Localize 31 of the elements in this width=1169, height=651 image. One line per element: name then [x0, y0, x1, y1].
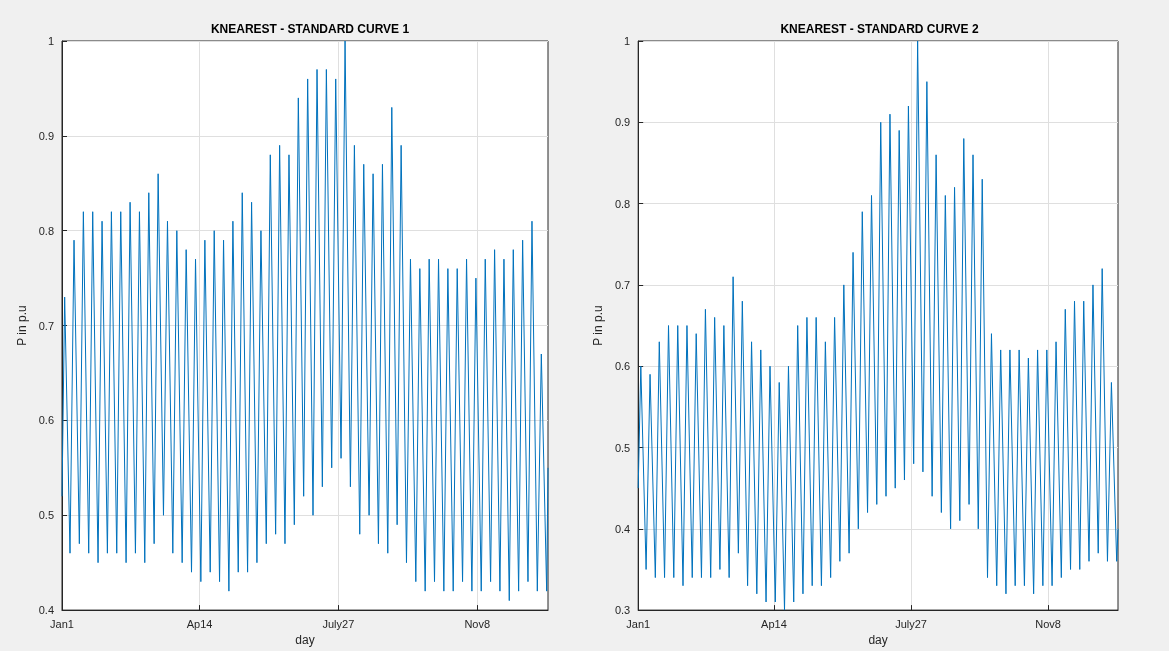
x-tick-label: Nov8	[1035, 617, 1061, 630]
x-axis-title: day	[868, 633, 888, 647]
chart-title: KNEAREST - STANDARD CURVE 1	[210, 22, 410, 36]
line-series	[637, 40, 1119, 611]
y-axis-title: P in p.u	[591, 305, 605, 346]
y-tick-label: 0.5	[38, 509, 54, 522]
x-tick-label: Ap14	[761, 617, 787, 630]
y-tick-label: 0.3	[614, 604, 631, 617]
y-tick-label: 0.4	[614, 522, 631, 535]
x-tick-label: Nov8	[464, 617, 491, 630]
line-series	[61, 40, 549, 602]
y-tick-label: 0.7	[614, 278, 631, 291]
y-tick-label: 0.9	[614, 116, 631, 129]
y-tick-label: 0.6	[614, 360, 631, 373]
y-tick-label: 1	[624, 35, 631, 47]
y-tick-label: 0.7	[38, 319, 54, 332]
x-axis-title: day	[295, 633, 315, 647]
x-tick-label: Jan1	[50, 617, 74, 630]
y-axis-title: P in p.u	[14, 305, 29, 346]
y-tick-label: 0.8	[614, 197, 631, 210]
chart-title: KNEAREST - STANDARD CURVE 2	[780, 22, 979, 36]
x-tick-label: July27	[895, 617, 927, 630]
x-tick-label: July27	[322, 617, 355, 630]
y-tick-label: 1	[47, 35, 54, 47]
x-tick-label: Jan1	[626, 617, 651, 630]
x-tick-label: Ap14	[186, 617, 213, 630]
y-tick-label: 0.4	[38, 604, 54, 617]
y-tick-label: 0.6	[38, 414, 54, 427]
y-tick-label: 0.5	[614, 441, 631, 454]
y-tick-label: 0.9	[38, 129, 54, 142]
y-tick-label: 0.8	[38, 224, 54, 237]
